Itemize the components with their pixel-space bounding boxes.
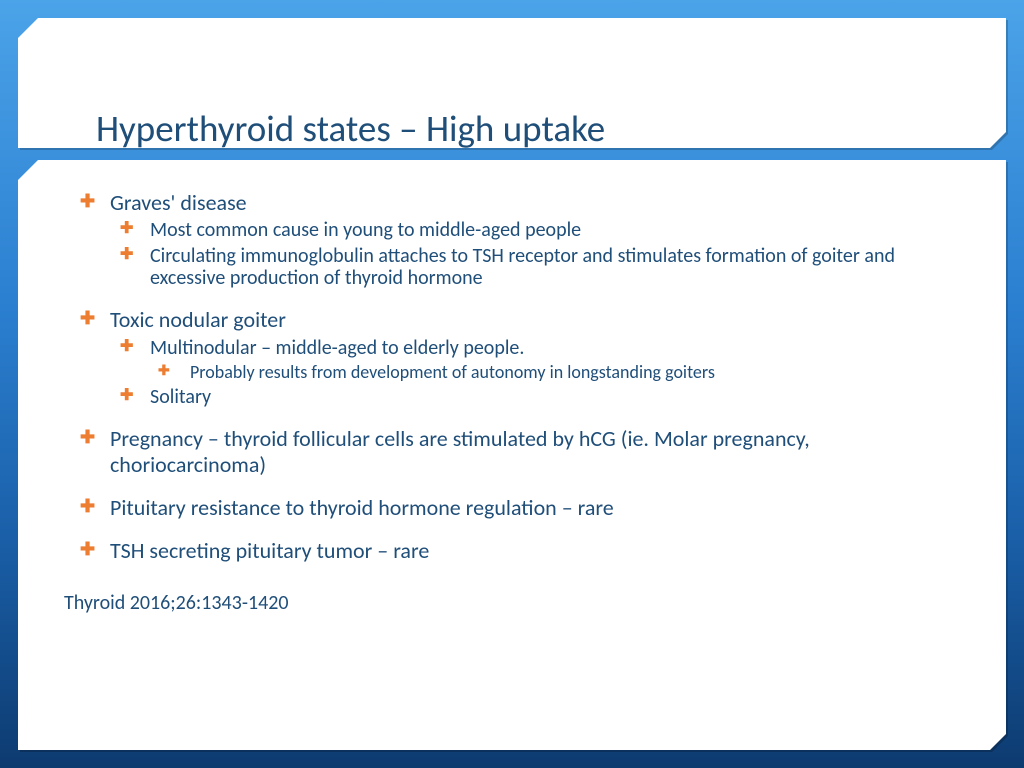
bullet-item-level-2: Multinodular – middle-aged to elderly pe… <box>58 337 966 359</box>
slide-title: Hyperthyroid states – High uptake <box>96 106 605 151</box>
bullet-item-level-1: Graves' disease <box>58 190 966 215</box>
bullet-item-level-1: Pregnancy – thyroid follicular cells are… <box>58 426 966 477</box>
citation-text: Thyroid 2016;26:1343-1420 <box>64 591 966 615</box>
bullet-item-level-1: Toxic nodular goiter <box>58 307 966 332</box>
bullet-item-level-2: Circulating immunoglobulin attaches to T… <box>58 245 966 290</box>
bullet-item-level-2: Most common cause in young to middle-age… <box>58 219 966 241</box>
bullet-item-level-1: TSH secreting pituitary tumor – rare <box>58 538 966 563</box>
body-panel: Graves' disease Most common cause in youn… <box>18 160 1006 750</box>
bullet-list: Graves' disease Most common cause in youn… <box>58 190 966 563</box>
bullet-item-level-3: Probably results from development of aut… <box>58 362 966 383</box>
bullet-item-level-1: Pituitary resistance to thyroid hormone … <box>58 495 966 520</box>
title-panel: Hyperthyroid states – High uptake <box>18 18 1006 148</box>
bullet-item-level-2: Solitary <box>58 386 966 408</box>
